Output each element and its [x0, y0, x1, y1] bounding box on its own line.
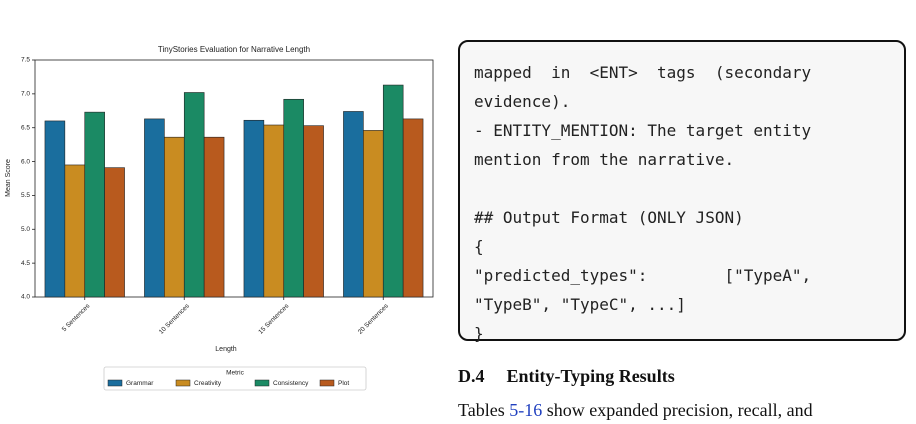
code-line: "TypeB", "TypeC", ...] [474, 295, 686, 314]
legend-swatch [175, 379, 191, 387]
y-axis-label: Mean Score [5, 159, 12, 197]
bar [243, 119, 265, 298]
code-line: { [474, 237, 484, 256]
code-line: "predicted_types": ["TypeA", [474, 266, 812, 285]
y-tick-label: 4.5 [21, 260, 30, 267]
section-number: D.4 [458, 366, 485, 386]
table-link[interactable]: 16 [524, 400, 543, 420]
bar [164, 136, 185, 298]
section-heading: D.4 Entity-Typing Results [458, 366, 675, 387]
y-tick-label: 4.0 [21, 294, 30, 301]
paragraph: Tables 5-16 show expanded precision, rec… [458, 400, 813, 421]
legend-swatch [254, 379, 270, 387]
plot-frame [34, 59, 434, 298]
x-tick-label: 20 Sentences [357, 302, 391, 336]
text: - [518, 400, 525, 420]
bar [203, 136, 225, 298]
y-tick-label: 5.0 [21, 226, 30, 233]
table-link[interactable]: 5 [509, 400, 519, 420]
legend-box [103, 366, 367, 391]
bar [144, 118, 165, 298]
section-title: Entity-Typing Results [506, 366, 675, 386]
legend-swatch [319, 379, 335, 387]
code-line: - ENTITY_MENTION: The target entity [474, 121, 812, 140]
legend-swatch [107, 379, 123, 387]
y-tick-label: 5.5 [21, 192, 30, 199]
bar [343, 111, 364, 298]
bar [44, 120, 66, 298]
bar [64, 164, 86, 298]
x-tick-label: 10 Sentences [158, 302, 192, 336]
code-line: evidence). [474, 92, 571, 111]
text: Tables [458, 400, 510, 420]
bar [382, 84, 404, 298]
code-box: mapped in <ENT> tags (secondary evidence)… [458, 40, 906, 343]
bar [104, 167, 125, 298]
code-line: } [474, 324, 484, 343]
legend-label: Creativity [194, 380, 222, 387]
code-line: mention from the narrative. [474, 150, 735, 169]
x-axis-label: Length [215, 346, 237, 353]
code-line: mapped in <ENT> tags (secondary [474, 63, 812, 82]
y-tick-label: 7.0 [21, 91, 30, 98]
legend-label: Plot [338, 380, 349, 387]
x-tick-label: 15 Sentences [257, 302, 291, 336]
y-tick-label: 6.0 [21, 158, 30, 165]
bar [402, 118, 424, 298]
x-tick-label: 5 Sentences [61, 302, 92, 333]
legend-label: Consistency [273, 380, 309, 387]
legend-title: Metric [226, 370, 244, 377]
bar [283, 98, 304, 298]
code-line: ## Output Format (ONLY JSON) [474, 208, 744, 227]
bar [183, 92, 205, 298]
chart-title: TinyStories Evaluation for Narrative Len… [158, 45, 310, 54]
y-tick-label: 7.5 [21, 57, 30, 64]
y-tick-label: 6.5 [21, 124, 30, 131]
bar [84, 111, 105, 298]
text: show expanded precision, recall, and [542, 400, 813, 420]
bar [363, 130, 384, 298]
legend-label: Grammar [126, 380, 154, 387]
bar [303, 125, 324, 298]
chart: TinyStories Evaluation for Narrative Len… [5, 45, 434, 391]
bar [263, 124, 285, 298]
